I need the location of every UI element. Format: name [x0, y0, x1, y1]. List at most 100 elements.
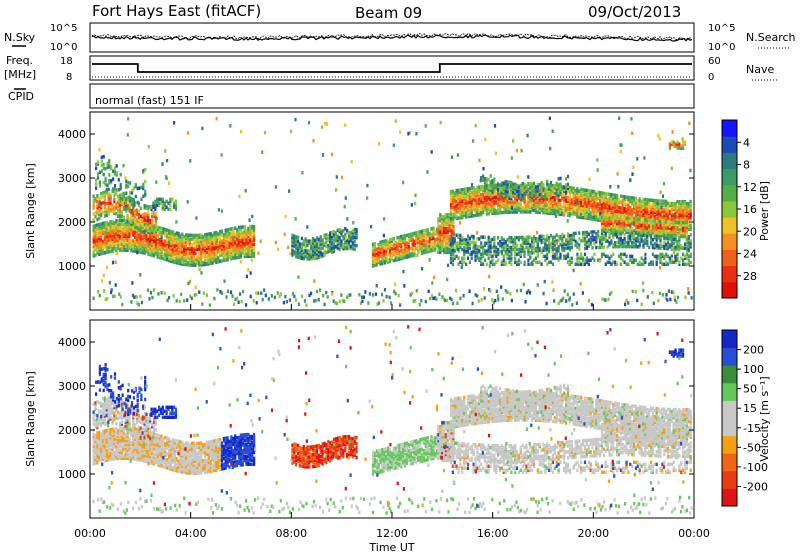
range-gate-cell: [463, 253, 465, 257]
range-gate-cell: [465, 263, 467, 267]
range-gate-cell: [507, 253, 509, 257]
range-gate-cell: [129, 197, 131, 201]
range-gate-cell: [684, 255, 686, 259]
range-gate-cell: [96, 227, 98, 231]
range-gate-cell: [245, 229, 247, 233]
range-gate-cell: [130, 219, 132, 223]
nsky-label: N.Sky: [4, 31, 36, 44]
range-gate-cell: [383, 240, 385, 244]
range-gate-cell: [480, 197, 482, 201]
range-gate-cell: [529, 182, 531, 186]
range-gate-cell: [658, 244, 660, 248]
range-gate-cell: [599, 236, 601, 240]
range-gate-cell: [518, 253, 520, 257]
range-gate-cell: [558, 191, 560, 195]
range-gate-cell: [552, 263, 554, 267]
range-gate-cell: [221, 230, 223, 234]
range-gate-cell: [459, 261, 461, 265]
range-gate-cell: [608, 205, 610, 209]
range-gate-cell: [476, 245, 478, 249]
range-gate-cell: [586, 189, 588, 193]
range-gate-cell: [108, 242, 110, 246]
range-gate-cell: [421, 230, 423, 234]
range-gate-cell: [578, 195, 580, 199]
range-gate-cell: [688, 263, 690, 267]
range-gate-cell: [576, 245, 578, 249]
range-gate-cell: [667, 241, 669, 245]
range-gate-cell: [625, 255, 627, 259]
range-gate-cell: [127, 185, 129, 189]
power-cells: [93, 117, 693, 307]
range-gate-cell: [569, 186, 571, 190]
range-gate-cell: [160, 198, 162, 202]
range-gate-cell: [642, 259, 644, 263]
range-gate-cell: [561, 209, 563, 213]
range-gate-cell: [601, 203, 603, 207]
range-gate-cell: [629, 206, 631, 210]
range-gate-cell: [682, 259, 684, 263]
range-gate-cell: [395, 256, 397, 260]
range-gate-cell: [486, 202, 488, 206]
range-gate-cell: [580, 263, 582, 267]
range-gate-cell: [175, 204, 177, 208]
range-gate-cell: [469, 261, 471, 265]
range-gate-cell: [153, 225, 155, 229]
range-gate-cell: [539, 207, 541, 211]
range-gate-cell: [552, 204, 554, 208]
range-gate-cell: [561, 237, 563, 241]
range-gate-cell: [251, 225, 253, 229]
range-gate-cell: [641, 237, 643, 241]
range-gate-cell: [156, 198, 158, 202]
range-gate-cell: [452, 253, 454, 257]
range-gate-cell: [588, 213, 590, 217]
range-gate-cell: [474, 208, 476, 212]
range-gate-cell: [663, 255, 665, 259]
range-gate-cell: [325, 251, 327, 255]
range-gate-cell: [136, 218, 138, 222]
range-gate-cell: [503, 197, 505, 201]
range-gate-cell: [667, 206, 669, 210]
range-gate-cell: [535, 189, 537, 193]
range-gate-cell: [507, 186, 509, 190]
range-gate-cell: [104, 251, 106, 255]
range-gate-cell: [652, 199, 654, 203]
range-gate-cell: [155, 228, 157, 232]
range-gate-cell: [465, 211, 467, 215]
range-gate-cell: [565, 238, 567, 242]
range-gate-cell: [510, 181, 512, 185]
range-gate-cell: [121, 193, 123, 197]
range-gate-cell: [542, 205, 544, 209]
range-gate-cell: [584, 188, 586, 192]
range-gate-cell: [219, 254, 221, 258]
range-gate-cell: [591, 257, 593, 261]
range-gate-cell: [524, 204, 526, 208]
range-gate-cell: [624, 195, 626, 199]
range-gate-cell: [119, 241, 121, 245]
range-gate-cell: [569, 246, 571, 250]
range-gate-cell: [119, 214, 121, 218]
range-gate-cell: [356, 244, 358, 248]
range-gate-cell: [644, 234, 646, 238]
range-gate-cell: [447, 235, 449, 239]
range-gate-cell: [578, 243, 580, 247]
range-gate-cell: [633, 259, 635, 263]
range-gate-cell: [525, 246, 527, 250]
range-gate-cell: [187, 251, 189, 255]
range-gate-cell: [342, 243, 344, 247]
range-gate-cell: [463, 202, 465, 206]
range-gate-cell: [447, 213, 449, 217]
range-gate-cell: [505, 180, 507, 184]
range-gate-cell: [607, 261, 609, 265]
range-gate-cell: [104, 198, 106, 202]
range-gate-cell: [320, 235, 322, 239]
range-gate-cell: [591, 246, 593, 250]
range-gate-cell: [593, 242, 595, 246]
noise-right-tick-hi: 10^5: [708, 23, 735, 34]
range-gate-cell: [633, 229, 635, 233]
range-gate-cell: [219, 238, 221, 242]
range-gate-cell: [183, 245, 185, 249]
range-gate-cell: [387, 258, 389, 262]
range-gate-cell: [473, 241, 475, 245]
range-gate-cell: [558, 257, 560, 261]
range-gate-cell: [306, 249, 308, 253]
